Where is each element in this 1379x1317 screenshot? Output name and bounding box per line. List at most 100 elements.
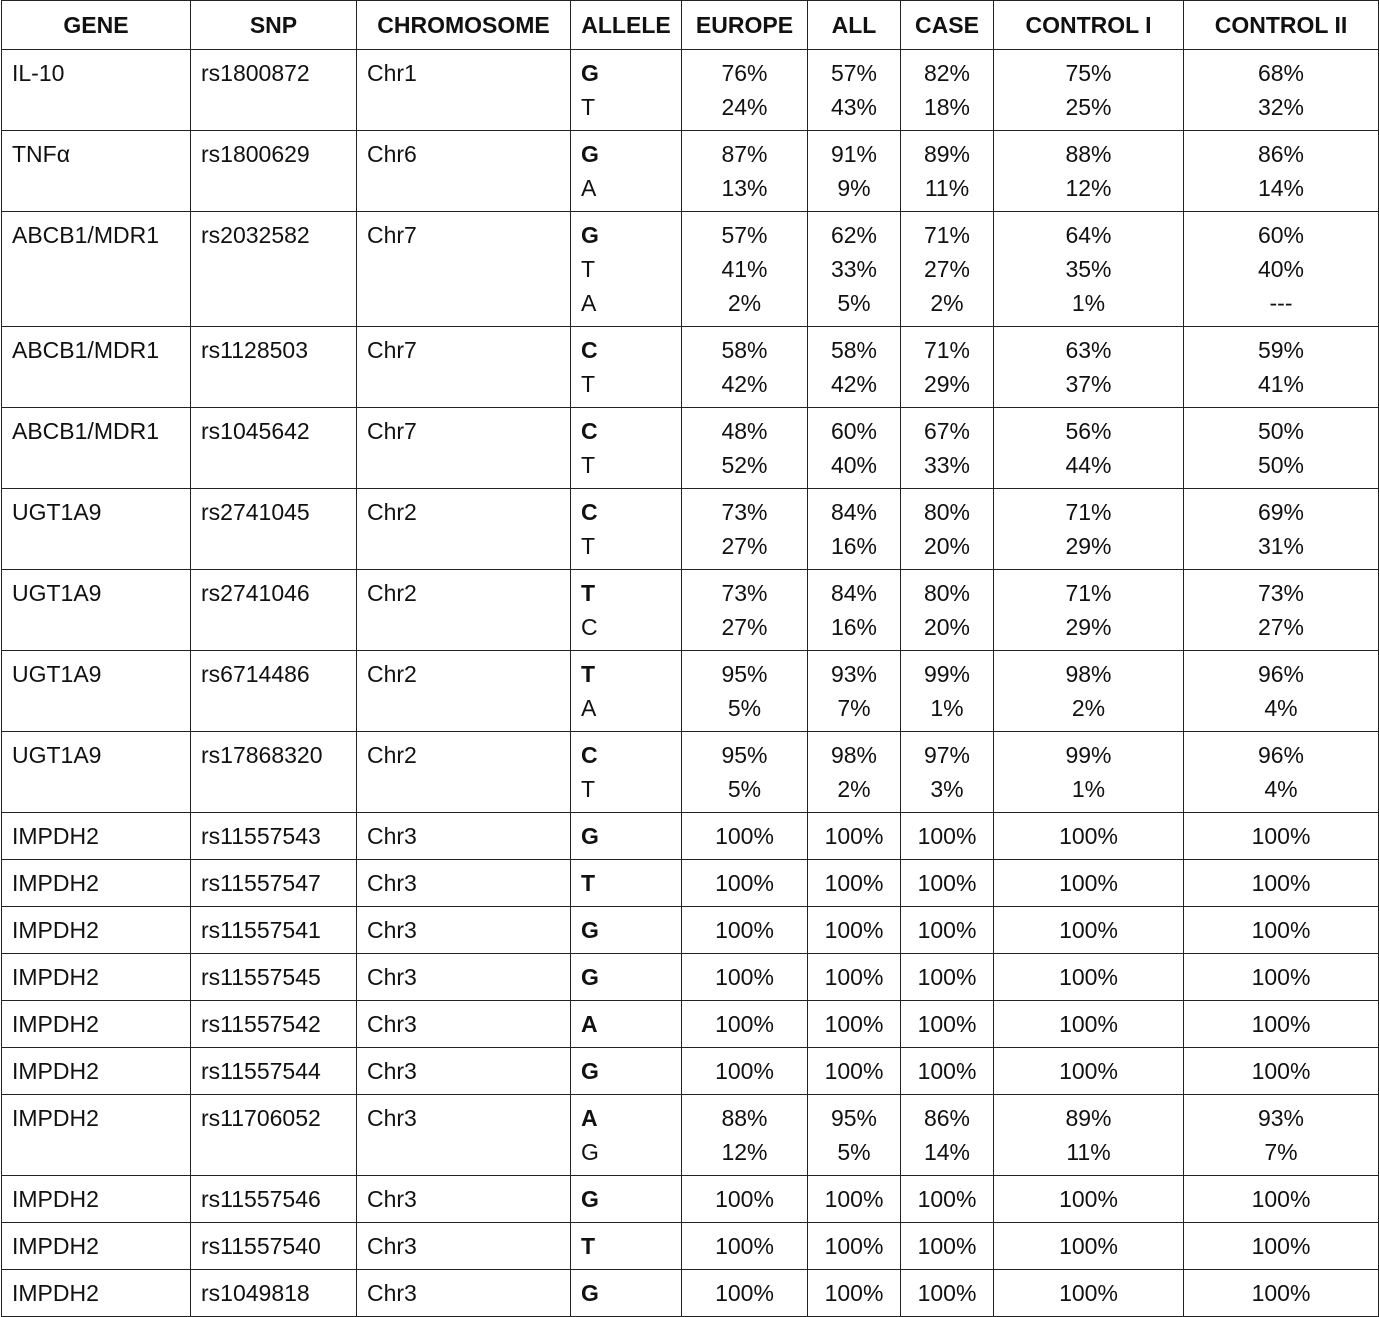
- frequency-cell: 100%: [807, 1000, 901, 1048]
- column-header: CONTROL II: [1183, 0, 1379, 50]
- snp: rs1128503: [201, 337, 308, 363]
- chromosome-cell: Chr6: [356, 130, 571, 212]
- frequency-cell: 80% 20%: [900, 488, 994, 570]
- column-header: EUROPE: [681, 0, 808, 50]
- chromosome-cell: Chr7: [356, 407, 571, 489]
- snp-cell: rs11557547: [190, 859, 357, 907]
- snp: rs11557545: [201, 964, 321, 990]
- table-row: IMPDH2 rs11557540 Chr3 T 100% 100% 100% 100% 100…: [1, 1222, 1379, 1270]
- frequency: 99%: [1065, 742, 1112, 768]
- allele: G: [581, 222, 599, 248]
- frequency-cell: 86% 14%: [900, 1094, 994, 1176]
- frequency: 100%: [917, 1280, 977, 1306]
- frequency-cell: 100%: [807, 1222, 901, 1270]
- frequency: 100%: [1251, 1280, 1311, 1306]
- frequency-cell: 48% 52%: [681, 407, 808, 489]
- frequency-cell: 67% 33%: [900, 407, 994, 489]
- frequency-cell: 63% 37%: [993, 326, 1184, 408]
- allele: C: [581, 742, 598, 768]
- snp: rs11557544: [201, 1058, 321, 1084]
- gene: IMPDH2: [12, 1233, 99, 1259]
- gene-cell: TNFα: [1, 130, 191, 212]
- chromosome-cell: Chr3: [356, 1047, 571, 1095]
- chromosome: Chr2: [367, 742, 417, 768]
- frequency: 63%: [1065, 337, 1112, 363]
- frequency-cell: 100%: [900, 953, 994, 1001]
- frequency: 41%: [721, 256, 768, 282]
- allele: G: [581, 1058, 599, 1084]
- frequency-cell: 88% 12%: [993, 130, 1184, 212]
- allele: C: [581, 418, 598, 444]
- chromosome-cell: Chr3: [356, 1094, 571, 1176]
- frequency: 1%: [1071, 290, 1106, 316]
- frequency: 58%: [830, 337, 878, 363]
- frequency-cell: 100%: [993, 859, 1184, 907]
- gene: IL-10: [12, 60, 65, 86]
- frequency-cell: 73% 27%: [681, 488, 808, 570]
- frequency: 24%: [721, 94, 768, 120]
- frequency-cell: 100%: [1183, 1175, 1379, 1223]
- frequency: 1%: [1071, 776, 1106, 802]
- chromosome: Chr3: [367, 917, 417, 943]
- table-row: IMPDH2 rs11557545 Chr3 G 100% 100% 100% 100% 100…: [1, 953, 1379, 1001]
- frequency: 100%: [715, 917, 774, 943]
- frequency-cell: 99% 1%: [993, 731, 1184, 813]
- allele: T: [581, 94, 596, 120]
- chromosome-cell: Chr3: [356, 1000, 571, 1048]
- gene: IMPDH2: [12, 870, 99, 896]
- gene: UGT1A9: [12, 499, 102, 525]
- gene-cell: ABCB1/MDR1: [1, 211, 191, 327]
- frequency: 100%: [1251, 823, 1311, 849]
- frequency-cell: 100%: [681, 859, 808, 907]
- gene: UGT1A9: [12, 661, 102, 687]
- snp-cell: rs2741046: [190, 569, 357, 651]
- frequency: 20%: [923, 533, 971, 559]
- frequency-cell: 58% 42%: [681, 326, 808, 408]
- frequency: 100%: [917, 823, 977, 849]
- frequency-cell: 56% 44%: [993, 407, 1184, 489]
- frequency: 100%: [715, 823, 774, 849]
- frequency: 100%: [715, 1280, 774, 1306]
- frequency-cell: 100%: [900, 812, 994, 860]
- table-row: ABCB1/MDR1 rs2032582 Chr7 G T A 57% 41% 2% 62% 33%…: [1, 211, 1379, 327]
- column-header: ALLELE: [570, 0, 682, 50]
- header-row: GENE SNP CHROMOSOME ALLELE EUROPE ALL CASE CONT…: [1, 0, 1379, 50]
- frequency: 93%: [830, 661, 878, 687]
- gene-cell: IMPDH2: [1, 1222, 191, 1270]
- table-row: IMPDH2 rs11557544 Chr3 G 100% 100% 100% 100% 100…: [1, 1047, 1379, 1095]
- frequency-cell: 60% 40%: [807, 407, 901, 489]
- snp-cell: rs6714486: [190, 650, 357, 732]
- frequency: 100%: [715, 1186, 774, 1212]
- table-row: UGT1A9 rs17868320 Chr2 C T 95% 5% 98% 2% 97% 3% 99%…: [1, 731, 1379, 813]
- allele: G: [581, 964, 599, 990]
- frequency: 100%: [1059, 964, 1118, 990]
- frequency: 86%: [923, 1105, 971, 1131]
- frequency-cell: 100%: [1183, 812, 1379, 860]
- chromosome-cell: Chr2: [356, 569, 571, 651]
- frequency: 12%: [1065, 175, 1112, 201]
- frequency-cell: 98% 2%: [807, 731, 901, 813]
- chromosome: Chr3: [367, 964, 417, 990]
- frequency: 16%: [830, 533, 878, 559]
- gene-cell: ABCB1/MDR1: [1, 407, 191, 489]
- frequency: 3%: [930, 776, 964, 802]
- snp-cell: rs11557541: [190, 906, 357, 954]
- frequency: 62%: [830, 222, 878, 248]
- table-body: IL-10 rs1800872 Chr1 G T 76% 24% 57% 43% 82% 18% 75…: [1, 49, 1379, 1317]
- frequency: 100%: [1251, 917, 1311, 943]
- snp: rs11557547: [201, 870, 321, 896]
- frequency: 25%: [1065, 94, 1112, 120]
- frequency: 99%: [923, 661, 971, 687]
- gene: IMPDH2: [12, 917, 99, 943]
- chromosome-cell: Chr3: [356, 1222, 571, 1270]
- frequency: 14%: [1257, 175, 1305, 201]
- frequency: 33%: [830, 256, 878, 282]
- chromosome: Chr6: [367, 141, 417, 167]
- gene: IMPDH2: [12, 1011, 99, 1037]
- allele: G: [581, 917, 599, 943]
- frequency: 64%: [1065, 222, 1112, 248]
